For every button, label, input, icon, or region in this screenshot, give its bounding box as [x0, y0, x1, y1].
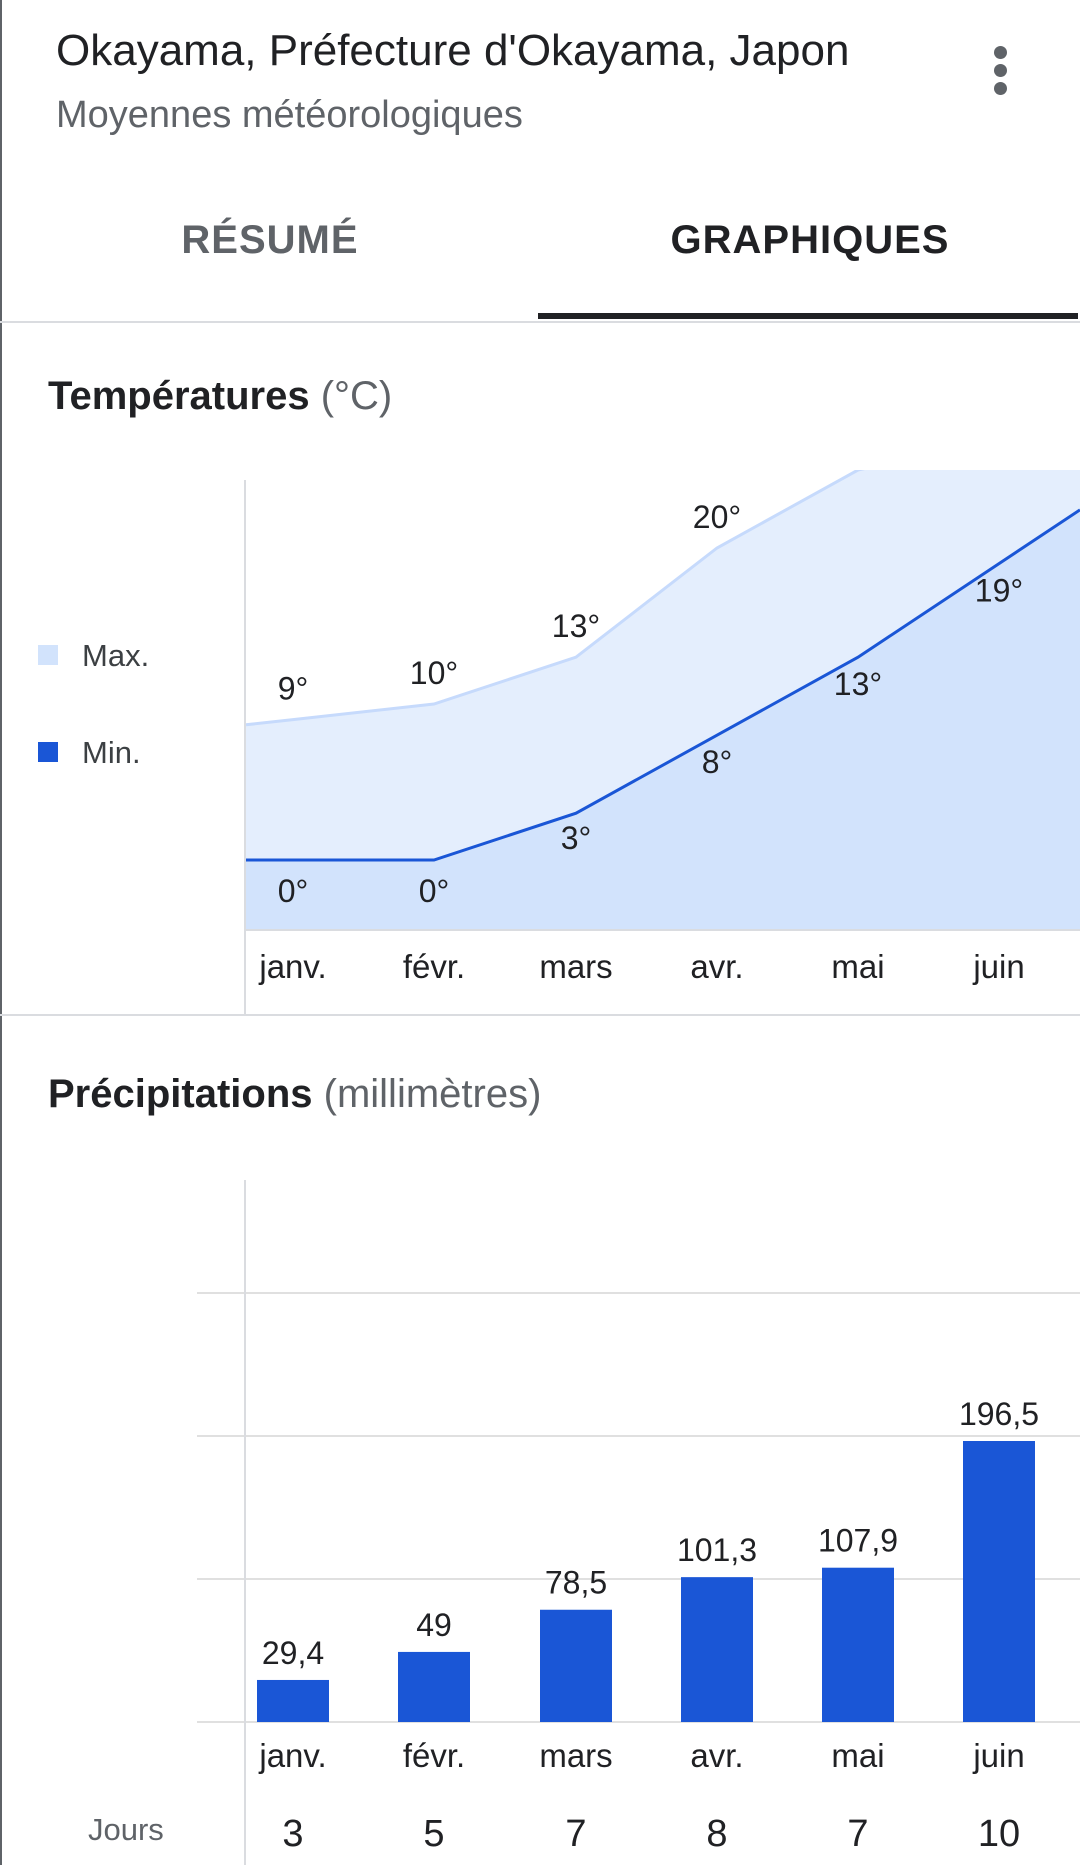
legend-max-swatch [38, 644, 58, 665]
temp-month-label: mars [539, 948, 612, 985]
precipitation-title: Précipitations (millimètres) [48, 1072, 542, 1116]
tab-graphiques[interactable]: GRAPHIQUES [670, 218, 950, 262]
precip-bar [681, 1577, 753, 1722]
min-temp-label: 0° [419, 873, 450, 909]
legend-max: Max. [38, 638, 149, 674]
precip-value-label: 101,3 [677, 1532, 757, 1568]
max-temp-label: 9° [278, 671, 309, 707]
page-subtitle: Moyennes météorologiques [56, 94, 523, 136]
more-vert-icon[interactable] [970, 30, 1030, 110]
min-temp-area [246, 509, 1080, 930]
temp-month-label: avr. [690, 948, 743, 985]
tab-selected-indicator [538, 313, 1078, 319]
max-temp-label: 13° [552, 608, 600, 644]
min-temp-label: 0° [278, 873, 309, 909]
precip-days-value: 3 [282, 1813, 303, 1855]
precipitation-chart: 29,4 49 78,5 101,3 107,9 196,5 janv. févr. mars a… [197, 1180, 1080, 1865]
days-row-label: Jours [88, 1812, 164, 1847]
legend-min: Min. [38, 735, 141, 771]
precip-month-label: févr. [403, 1737, 465, 1774]
legend-min-swatch [38, 741, 58, 762]
precip-days-value: 10 [978, 1813, 1020, 1855]
temp-month-label: mai [831, 948, 884, 985]
min-temp-label: 3° [561, 820, 592, 856]
max-temp-line [245, 470, 865, 727]
precip-bar [822, 1567, 894, 1722]
location-title: Okayama, Préfecture d'Okayama, Japon [56, 26, 850, 75]
precip-month-label: juin [972, 1737, 1024, 1774]
precip-value-label: 196,5 [959, 1396, 1039, 1432]
precip-value-label: 49 [416, 1607, 452, 1643]
left-border [0, 0, 2, 1865]
max-temp-label: 20° [693, 499, 741, 535]
temp-month-label: janv. [258, 948, 326, 985]
temp-month-label: juin [972, 948, 1024, 985]
precip-bar [540, 1609, 612, 1722]
tab-divider [0, 321, 1080, 323]
max-temp-label: 10° [410, 655, 458, 691]
precip-bar [398, 1651, 470, 1722]
precip-month-label: mars [539, 1737, 612, 1774]
min-temp-label: 13° [834, 666, 882, 702]
precip-bar [963, 1441, 1035, 1722]
tab-resume[interactable]: RÉSUMÉ [181, 218, 359, 262]
precip-days-value: 5 [423, 1813, 444, 1855]
temperature-chart: 9°10°13°20°25°27°0°0°3°8°13°19°janv.févr… [244, 470, 1080, 1015]
precip-month-label: mai [831, 1737, 884, 1774]
precip-value-label: 29,4 [262, 1635, 324, 1671]
precip-value-label: 107,9 [818, 1523, 898, 1559]
precip-month-label: janv. [258, 1737, 326, 1774]
precip-days-value: 7 [847, 1813, 868, 1855]
temp-month-label: févr. [403, 948, 465, 985]
min-temp-label: 8° [702, 744, 733, 780]
precip-month-label: avr. [690, 1737, 743, 1774]
min-temp-label: 19° [975, 573, 1023, 609]
precip-days-value: 7 [565, 1813, 586, 1855]
min-temp-line [246, 508, 1080, 862]
section-divider [0, 1014, 1080, 1016]
precip-bar [257, 1679, 329, 1722]
precip-days-value: 8 [706, 1813, 727, 1855]
precip-value-label: 78,5 [545, 1565, 607, 1601]
temperature-title: Températures (°C) [48, 374, 393, 418]
